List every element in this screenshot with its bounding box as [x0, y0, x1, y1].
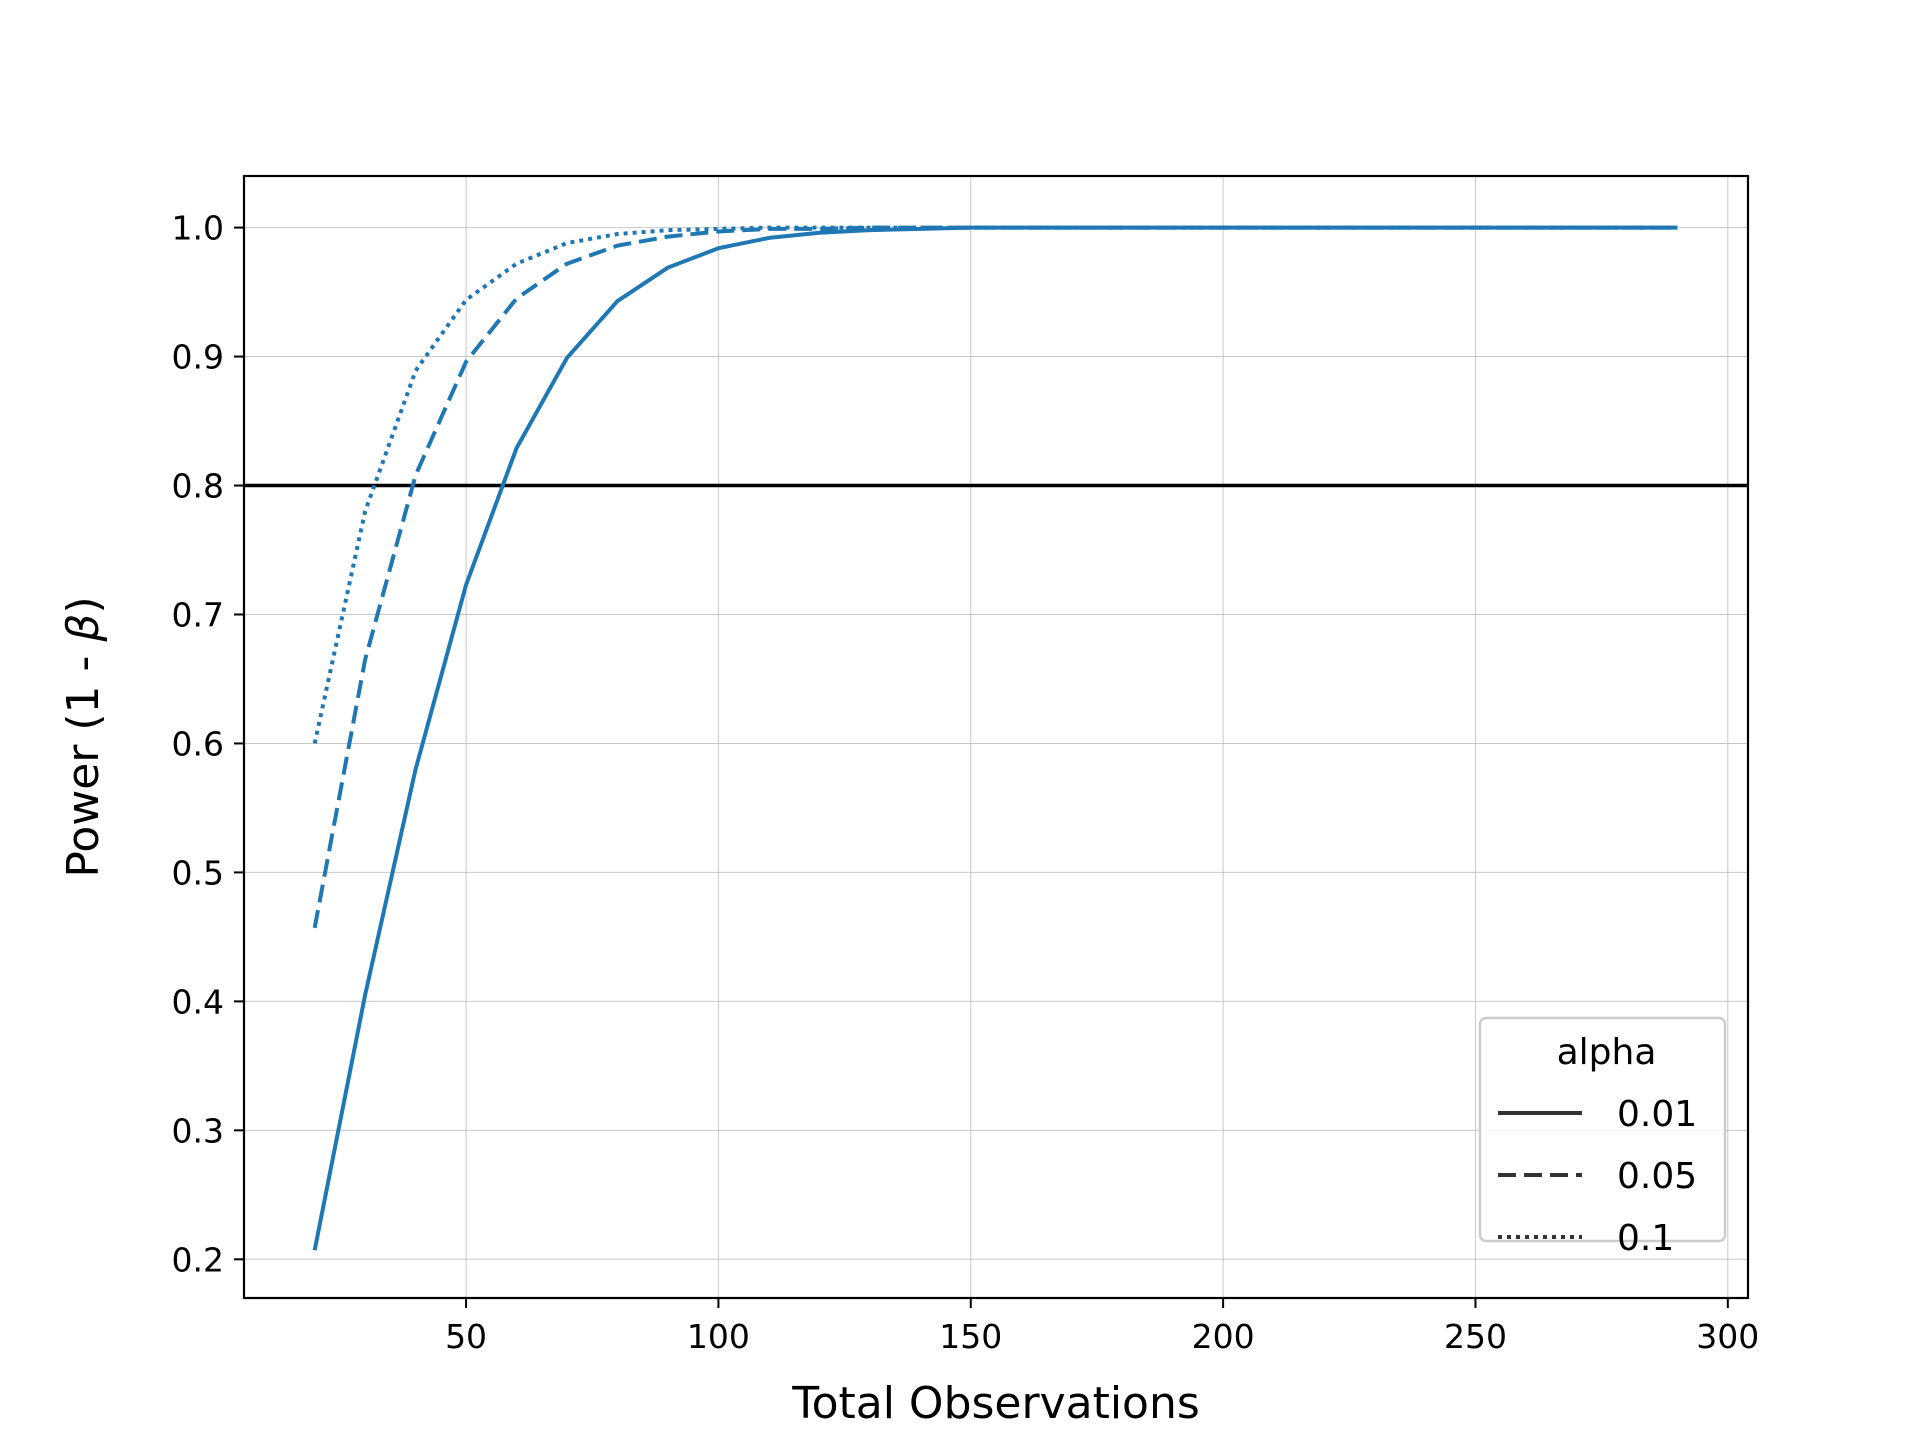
x-tick-label: 250: [1444, 1317, 1507, 1356]
y-tick-label: 0.8: [172, 467, 224, 506]
legend-label: 0.01: [1617, 1094, 1697, 1135]
y-tick-label: 1.0: [172, 209, 224, 248]
legend-title: alpha: [1557, 1032, 1657, 1073]
y-axis-title-prefix: Power (1 -: [58, 642, 109, 878]
series-group: [312, 225, 1678, 1251]
legend-label: 0.1: [1617, 1218, 1674, 1259]
x-tick-label: 50: [445, 1317, 487, 1356]
y-tick-label: 0.3: [172, 1111, 224, 1150]
x-tick-label: 100: [687, 1317, 750, 1356]
y-tick-label: 0.4: [172, 982, 224, 1021]
x-tick-label: 300: [1696, 1317, 1759, 1356]
legend-items: 0.01 0.05 0.1: [1498, 1094, 1697, 1259]
legend: alpha 0.01 0.05 0.1: [1478, 1016, 1727, 1259]
y-axis-title: Power (1 - β): [58, 596, 109, 877]
series-line-solid: [312, 225, 1678, 1251]
y-axis-title-suffix: ): [58, 596, 109, 613]
plot-frame: [242, 174, 1750, 1300]
legend-box: [1478, 1016, 1727, 1243]
x-axis-title: Total Observations: [791, 1378, 1200, 1429]
y-tick-label: 0.5: [172, 853, 224, 892]
x-tick-label: 200: [1192, 1317, 1255, 1356]
y-tick-label: 0.6: [172, 724, 224, 763]
series-line-dashed: [312, 225, 1678, 929]
y-tick-label: 0.2: [172, 1240, 224, 1279]
y-axis-title-symbol: β: [58, 614, 109, 643]
y-tick-label: 0.9: [172, 338, 224, 377]
x-tick-label: 150: [939, 1317, 1002, 1356]
axis-ticks: 50 100 150 200 250 300 0.2 0.3 0.4 0.5 0.6 0.7 0.8 0.…: [172, 209, 1760, 1356]
legend-label: 0.05: [1617, 1156, 1697, 1197]
series-line-dotted: [312, 225, 1678, 744]
y-tick-label: 0.7: [172, 595, 224, 634]
